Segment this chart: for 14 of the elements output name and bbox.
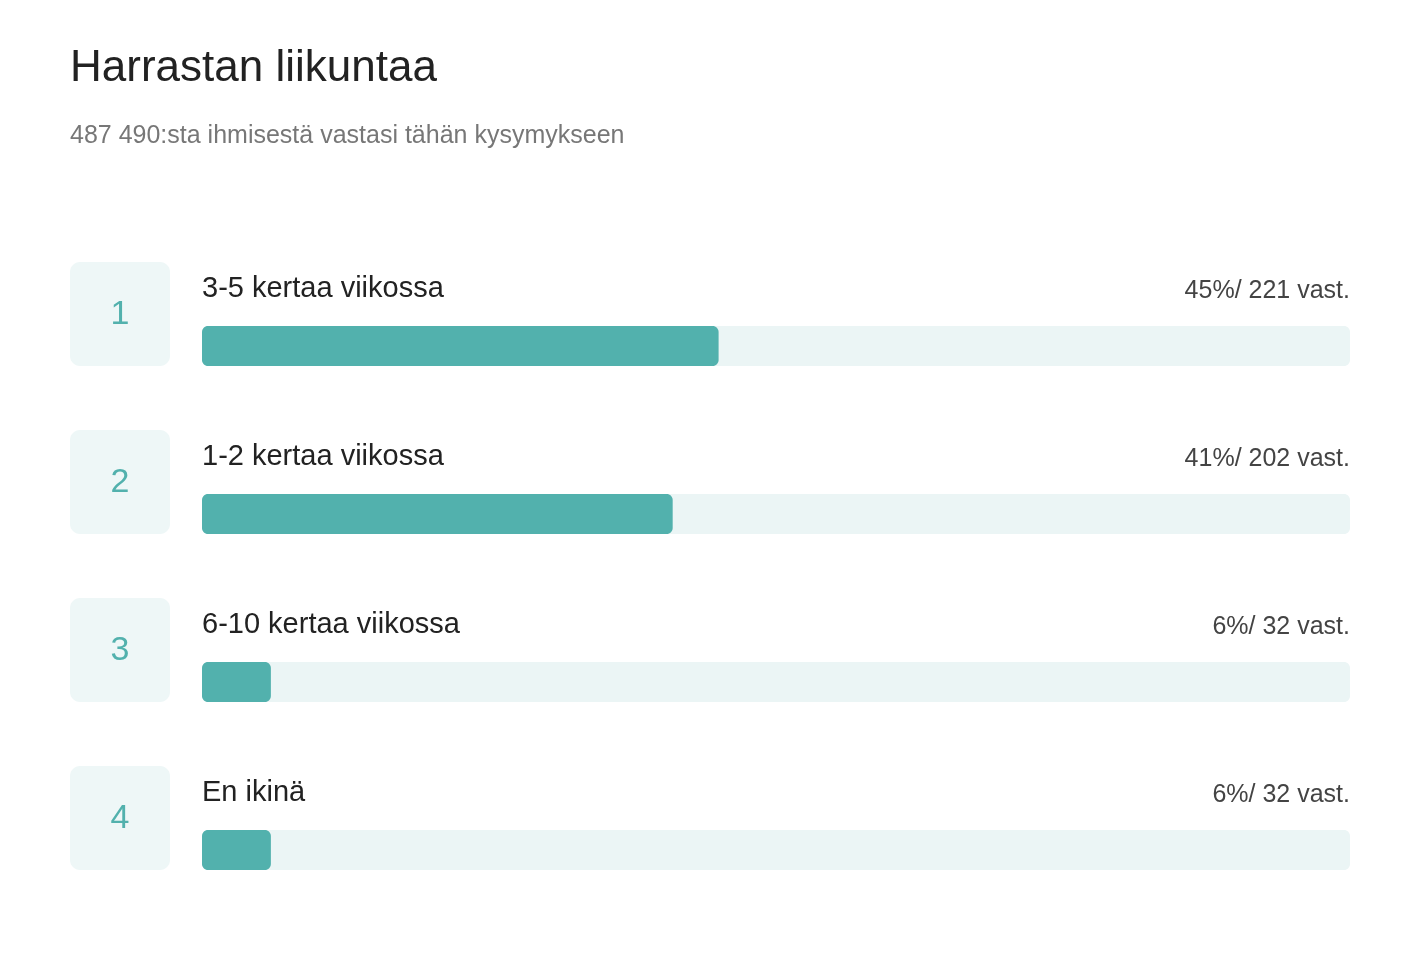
text: 3 xyxy=(110,629,130,667)
y-tick-label: En ikinä xyxy=(202,775,307,807)
chart-title: Harrastan liikuntaa xyxy=(70,41,438,90)
text: 1 xyxy=(110,293,130,331)
data-label: 45%/ 221 vast. xyxy=(1184,275,1350,303)
chart-subtitle: 487 490:sta ihmisestä vastasi tähän kysymykseen xyxy=(70,120,625,148)
text: 4 xyxy=(110,797,130,835)
y-tick-label: 6-10 kertaa viikossa xyxy=(202,607,461,639)
y-tick-label: 1-2 kertaa viikossa xyxy=(202,439,445,471)
data-label: 6%/ 32 vast. xyxy=(1212,779,1350,807)
text: 2 xyxy=(110,461,130,499)
data-label: 41%/ 202 vast. xyxy=(1184,443,1350,471)
y-tick-label: 3-5 kertaa viikossa xyxy=(202,271,445,303)
data-label: 6%/ 32 vast. xyxy=(1212,611,1350,639)
